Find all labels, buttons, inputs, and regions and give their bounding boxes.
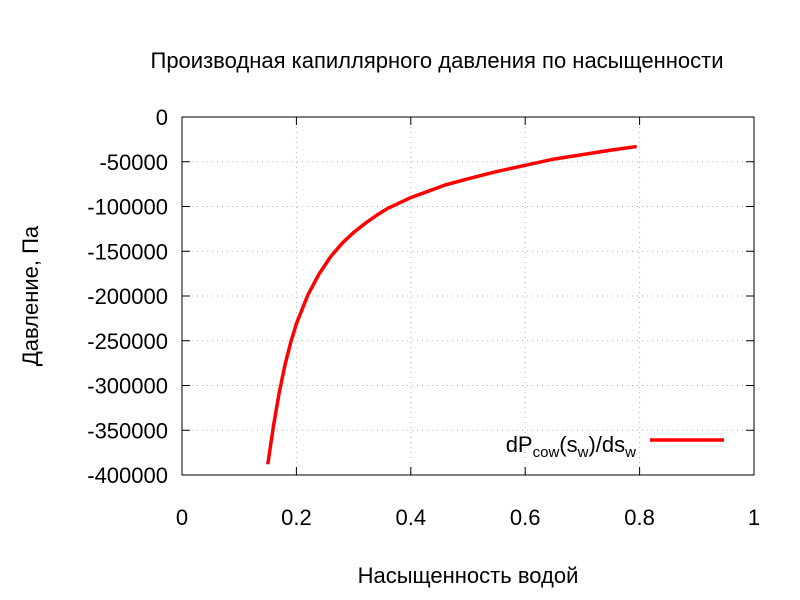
legend-label-subscript: cow <box>533 444 560 461</box>
y-axis-title: Давление, Па <box>18 225 43 366</box>
y-tick-label: -100000 <box>87 195 168 220</box>
grid-lines <box>182 117 754 475</box>
y-tick-label: -50000 <box>99 150 168 175</box>
y-tick-label: -300000 <box>87 374 168 399</box>
x-axis-title: Насыщенность водой <box>358 563 579 588</box>
y-tick-label: -150000 <box>87 239 168 264</box>
y-tick-label: -400000 <box>87 463 168 488</box>
y-tick-label: -350000 <box>87 418 168 443</box>
x-tick-label: 0.4 <box>396 505 427 530</box>
legend-label-part: )/ds <box>588 432 625 457</box>
legend-label-subscript: w <box>624 444 636 461</box>
y-tick-labels: 0 -50000 -100000 -150000 -200000 -250000… <box>87 105 168 488</box>
y-tick-label: -250000 <box>87 329 168 354</box>
x-tick-label: 0.8 <box>624 505 655 530</box>
chart-title: Производная капиллярного давления по нас… <box>151 48 724 73</box>
legend-label-subscript: w <box>577 444 589 461</box>
series-line <box>266 144 637 465</box>
x-tick-label: 1 <box>748 505 760 530</box>
y-tick-label: -200000 <box>87 284 168 309</box>
plot-frame <box>181 116 755 476</box>
legend: dPcow(sw)/dsw <box>506 432 724 461</box>
series-layer <box>266 144 637 465</box>
x-tick-label: 0 <box>176 505 188 530</box>
legend-label-part: (s <box>559 432 577 457</box>
legend-label: dPcow(sw)/dsw <box>506 432 636 461</box>
y-tick-label: 0 <box>156 105 168 130</box>
x-tick-label: 0.6 <box>510 505 541 530</box>
x-tick-labels: 0 0.2 0.4 0.6 0.8 1 <box>176 505 760 530</box>
legend-label-part: dP <box>506 432 533 457</box>
x-tick-label: 0.2 <box>281 505 312 530</box>
